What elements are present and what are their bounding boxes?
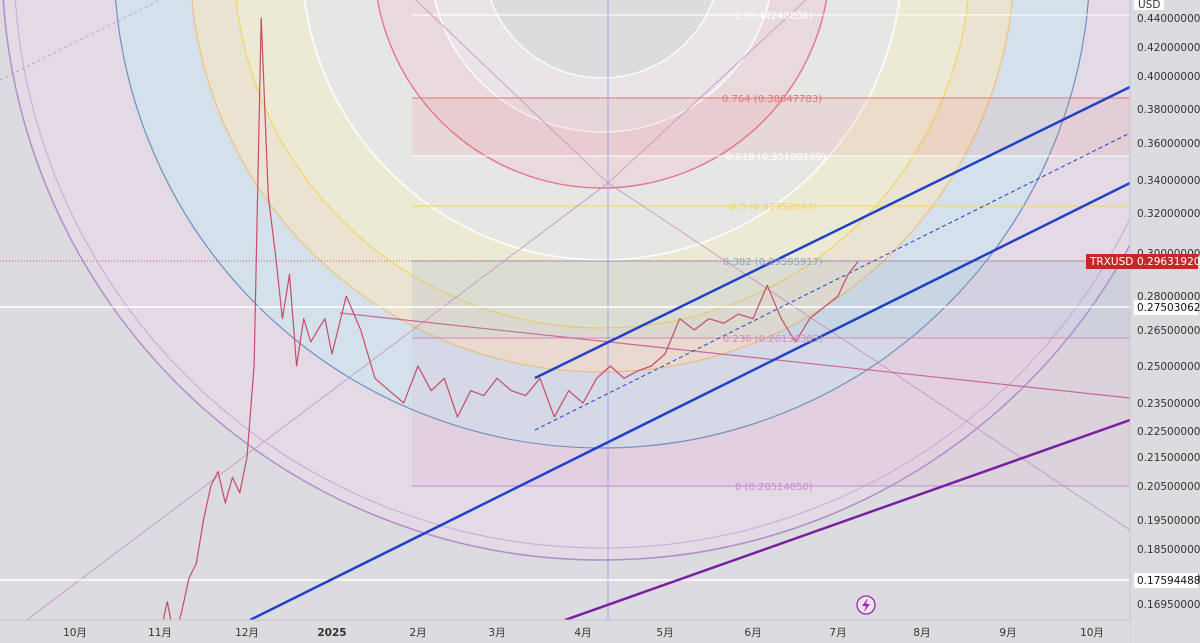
y-tick-label: 0.19500000	[1137, 515, 1200, 527]
y-tick-label: 0.32000000	[1137, 208, 1200, 220]
y-tick-label: 0.25000000	[1137, 361, 1200, 373]
y-tick-label: 0.36000000	[1137, 138, 1200, 150]
price-badge-275	[1134, 300, 1198, 315]
y-tick-label: 0.44000000	[1137, 13, 1200, 25]
x-tick-label: 8月	[913, 627, 930, 639]
y-axis-panel[interactable]	[1130, 0, 1200, 643]
y-tick-label: 0.42000000	[1137, 42, 1200, 54]
x-tick-label: 4月	[574, 627, 591, 639]
x-axis-panel[interactable]	[0, 620, 1130, 643]
fan-line-right-down	[607, 182, 1130, 531]
x-tick-label: 9月	[999, 627, 1016, 639]
fib-label-236: 0.236 (0.26136303)	[723, 334, 823, 345]
y-tick-label: 0.40000000	[1137, 71, 1200, 83]
y-tick-label: 0.26500000	[1137, 325, 1200, 337]
y-tick-label: 0.21500000	[1137, 452, 1200, 464]
price-badge-current-text: 0.29631920	[1137, 256, 1200, 268]
x-tick-label: 10月	[63, 627, 87, 639]
price-badge-175	[1134, 573, 1198, 588]
y-tick-label: 0.38000000	[1137, 104, 1200, 116]
purple-line	[564, 418, 1130, 620]
fib-circle-outer-2	[14, 0, 1130, 549]
channel-mid	[534, 132, 1130, 431]
currency-label: USD	[1138, 0, 1160, 11]
currency-box	[1134, 0, 1164, 10]
y-tick-label: 0.18500000	[1137, 544, 1200, 556]
y-tick-label: 0.34000000	[1137, 175, 1200, 187]
fib-label-5: 0.5 (0.32352043)	[730, 202, 817, 213]
fan-line-left	[415, 0, 609, 184]
price-badge-current	[1086, 254, 1138, 269]
fib-label-382: 0.382 (0.29595917)	[723, 257, 823, 268]
fib-circle-inner	[490, 0, 714, 79]
y-tick-label: 0.16950000	[1137, 599, 1200, 611]
x-tick-label: 2025	[317, 627, 346, 639]
down-trendline	[339, 312, 1130, 399]
channel-upper	[534, 85, 1130, 380]
x-tick-label: 5月	[656, 627, 673, 639]
fib-label-618: 0.618 (0.35188169)	[726, 152, 826, 163]
fib-band-382	[412, 261, 1130, 338]
x-tick-label: 12月	[235, 627, 259, 639]
x-tick-label: 10月	[1080, 627, 1104, 639]
fib-label-764: 0.764 (0.38647783)	[722, 94, 822, 105]
fan-line-left-down	[25, 182, 609, 620]
fib-band-764	[412, 98, 1130, 156]
fan-line-right	[607, 0, 807, 184]
x-tick-label: 2月	[409, 627, 426, 639]
y-tick-label: 0.22500000	[1137, 426, 1200, 438]
price-badge-current-value	[1134, 254, 1198, 269]
x-tick-label: 6月	[744, 627, 761, 639]
price-badge-275-text: 0.27503062	[1137, 302, 1200, 314]
fib-label-1: 1 (0.44240036)	[735, 11, 813, 22]
y-tick-label: 0.20500000	[1137, 481, 1200, 493]
x-tick-label: 3月	[488, 627, 505, 639]
lightning-icon-glyph	[862, 598, 870, 612]
price-series-line	[162, 17, 859, 620]
x-tick-label: 11月	[148, 627, 172, 639]
price-badge-symbol: TRXUSD	[1089, 256, 1133, 268]
price-badge-175-text: 0.17594488	[1137, 575, 1200, 587]
fib-label-0: 0 (0.20514050)	[735, 482, 813, 493]
y-tick-label: 0.23500000	[1137, 398, 1200, 410]
channel-lower	[249, 181, 1130, 620]
x-tick-label: 7月	[829, 627, 846, 639]
x-ticks: 10月 11月 12月 2025 2月 3月 4月 5月 6月 7月 8月 9月 10月	[63, 627, 1104, 639]
